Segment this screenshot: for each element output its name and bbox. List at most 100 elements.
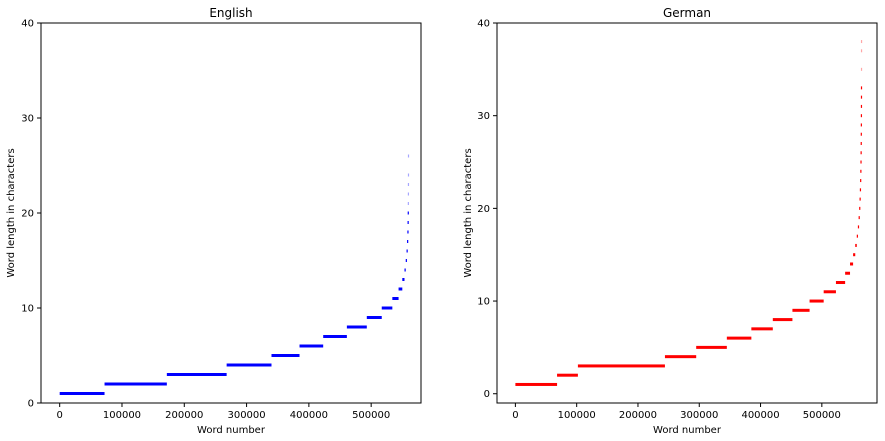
data-segment-german-length-15 bbox=[853, 253, 856, 257]
data-segment-german-length-30 bbox=[860, 114, 863, 118]
data-segment-english-length-21 bbox=[407, 202, 409, 205]
data-segment-english-length-5 bbox=[271, 354, 300, 357]
data-segment-german-length-12 bbox=[835, 281, 846, 285]
data-segment-english-length-22 bbox=[407, 192, 410, 196]
x-axis-label-german: Word number bbox=[653, 425, 722, 436]
x-tick-label: 400000 bbox=[290, 410, 328, 421]
x-tick-label: 300000 bbox=[680, 410, 718, 421]
data-segment-english-length-18 bbox=[407, 230, 409, 234]
x-axis-label-english: Word number bbox=[197, 425, 266, 436]
x-tick-label: 100000 bbox=[103, 410, 141, 421]
data-segment-english-length-1 bbox=[59, 392, 105, 395]
data-segment-english-length-9 bbox=[366, 316, 382, 319]
data-segment-german-length-5 bbox=[696, 345, 727, 349]
y-tick-label: 40 bbox=[21, 19, 34, 30]
y-ticks-english: 0 10 20 30 40 bbox=[21, 19, 41, 410]
data-segment-german-length-22 bbox=[859, 188, 862, 192]
data-segment-german-length-8 bbox=[772, 318, 793, 322]
x-tick-label: 100000 bbox=[558, 410, 596, 421]
data-segment-english-length-7 bbox=[323, 335, 347, 338]
data-segment-english-length-2 bbox=[104, 382, 167, 386]
x-tick-label: 300000 bbox=[227, 410, 265, 421]
data-segment-english-length-3 bbox=[166, 373, 227, 376]
data-segment-english-length-16 bbox=[406, 249, 408, 253]
data-segment-german-length-35 bbox=[860, 67, 863, 71]
y-axis-label-english: Word length in characters bbox=[6, 148, 17, 277]
data-segment-german-length-10 bbox=[809, 299, 824, 303]
data-segment-german-length-24 bbox=[860, 169, 862, 173]
data-segment-english-length-24 bbox=[407, 173, 410, 177]
data-segment-german-length-14 bbox=[850, 262, 854, 266]
data-segment-german-length-25 bbox=[860, 160, 862, 164]
y-tick-label: 20 bbox=[477, 204, 490, 215]
chart-german: German 0 100000 200000 300000 400000 500000 0… bbox=[463, 6, 878, 436]
y-axis-label-german: Word length in characters bbox=[463, 148, 474, 277]
data-segment-english-length-17 bbox=[407, 240, 409, 243]
chart-english: English 0 100000 200000 300000 400000 500000 … bbox=[6, 6, 422, 436]
x-ticks-english: 0 100000 200000 300000 400000 500000 bbox=[57, 403, 390, 421]
data-segment-german-length-33 bbox=[860, 86, 863, 90]
data-segment-german-length-20 bbox=[859, 206, 861, 210]
y-tick-label: 40 bbox=[477, 19, 490, 30]
y-tick-label: 30 bbox=[21, 114, 34, 125]
y-tick-label: 10 bbox=[477, 297, 490, 308]
y-tick-label: 10 bbox=[21, 304, 34, 315]
data-segment-german-length-21 bbox=[859, 197, 861, 201]
chart-title-german: German bbox=[663, 6, 711, 20]
plot-area-english bbox=[59, 154, 410, 395]
data-segment-german-length-18 bbox=[857, 225, 860, 229]
data-segment-english-length-19 bbox=[407, 221, 409, 224]
data-segment-english-length-14 bbox=[404, 268, 406, 272]
y-tick-label: 0 bbox=[484, 389, 490, 400]
axes-frame-english bbox=[40, 22, 422, 404]
axes-frame-german bbox=[496, 22, 878, 404]
data-segment-german-length-17 bbox=[856, 234, 858, 238]
data-segment-german-length-16 bbox=[855, 243, 857, 247]
data-segment-german-length-23 bbox=[860, 179, 862, 183]
data-segment-german-length-28 bbox=[860, 132, 862, 136]
y-tick-label: 20 bbox=[21, 209, 34, 220]
y-tick-label: 0 bbox=[28, 399, 34, 410]
data-segment-english-length-6 bbox=[299, 344, 324, 348]
data-segment-english-length-26 bbox=[407, 154, 410, 158]
data-segment-english-length-15 bbox=[405, 259, 407, 262]
data-segment-german-length-32 bbox=[860, 95, 863, 99]
data-segment-german-length-26 bbox=[860, 151, 862, 155]
data-segment-german-length-38 bbox=[860, 40, 863, 44]
data-segment-german-length-27 bbox=[860, 141, 862, 145]
x-tick-label: 400000 bbox=[741, 410, 779, 421]
data-segment-german-length-31 bbox=[860, 104, 863, 108]
data-segment-german-length-9 bbox=[792, 308, 810, 312]
x-tick-label: 500000 bbox=[803, 410, 841, 421]
data-segment-german-length-19 bbox=[858, 216, 860, 220]
y-tick-label: 30 bbox=[477, 111, 490, 122]
chart-title-english: English bbox=[209, 6, 252, 20]
data-segment-german-length-37 bbox=[860, 49, 863, 53]
x-tick-label: 0 bbox=[512, 410, 518, 421]
data-segment-german-length-7 bbox=[751, 327, 773, 331]
data-segment-english-length-10 bbox=[381, 306, 393, 310]
data-segment-english-length-20 bbox=[407, 211, 409, 215]
data-segment-german-length-3 bbox=[577, 364, 665, 368]
y-ticks-german: 0 10 20 30 40 bbox=[477, 19, 497, 400]
x-tick-label: 200000 bbox=[165, 410, 203, 421]
data-segment-english-length-13 bbox=[402, 278, 405, 281]
data-segment-german-length-4 bbox=[664, 355, 697, 359]
plot-area-german bbox=[515, 40, 863, 386]
data-segment-german-length-29 bbox=[860, 123, 862, 127]
data-segment-german-length-11 bbox=[823, 290, 836, 294]
data-segment-english-length-4 bbox=[226, 363, 272, 367]
data-segment-german-length-2 bbox=[557, 373, 578, 377]
x-tick-label: 500000 bbox=[352, 410, 390, 421]
data-segment-english-length-12 bbox=[398, 287, 403, 291]
data-segment-german-length-13 bbox=[845, 271, 851, 275]
data-segment-english-length-11 bbox=[392, 297, 399, 300]
data-segment-german-length-6 bbox=[726, 336, 752, 340]
x-tick-label: 0 bbox=[57, 410, 63, 421]
data-segment-english-length-8 bbox=[346, 325, 367, 329]
x-tick-label: 200000 bbox=[619, 410, 657, 421]
data-segment-german-length-1 bbox=[515, 382, 558, 386]
x-ticks-german: 0 100000 200000 300000 400000 500000 bbox=[512, 403, 841, 421]
data-segment-english-length-23 bbox=[407, 183, 410, 186]
